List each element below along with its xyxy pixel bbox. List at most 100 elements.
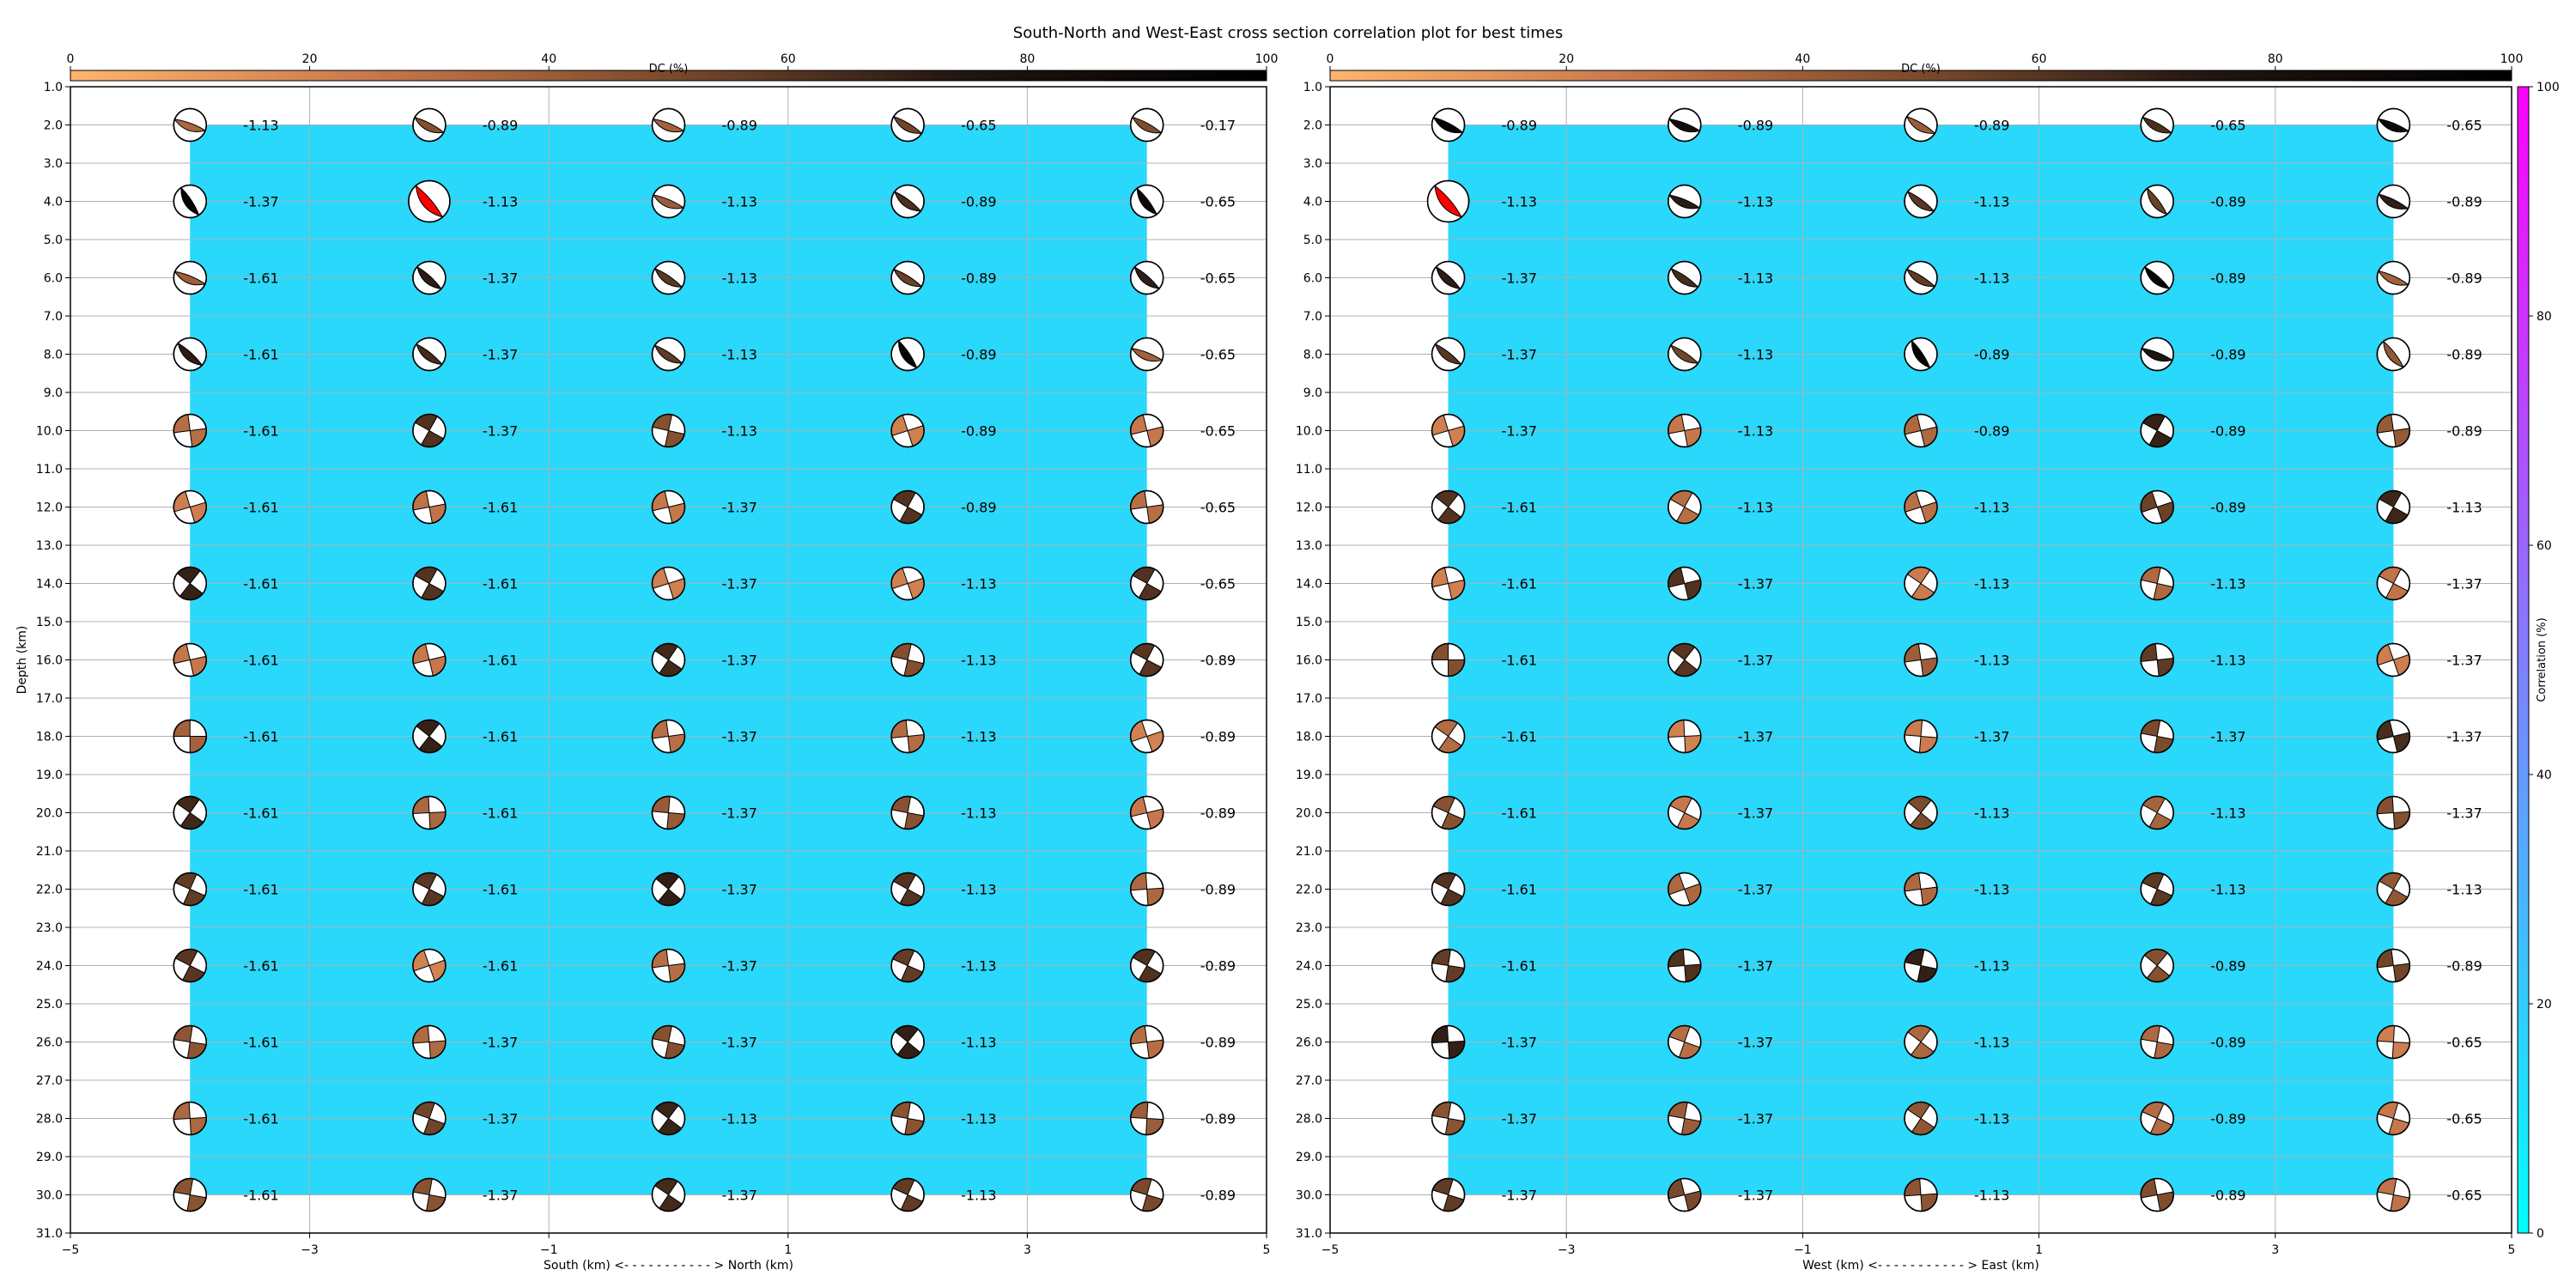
y-tick-label: 6.0 <box>44 272 63 286</box>
beachball <box>1129 489 1164 525</box>
beachball <box>1668 260 1702 295</box>
value-label: -1.61 <box>243 729 278 745</box>
value-label: -1.37 <box>483 1035 518 1051</box>
y-tick-label: 8.0 <box>1303 349 1322 362</box>
value-label: -1.13 <box>1738 347 1773 363</box>
value-label: -0.89 <box>1200 805 1236 822</box>
value-label: -1.13 <box>1738 423 1773 440</box>
y-tick-label: 14.0 <box>1296 578 1322 592</box>
beachball <box>1668 413 1702 448</box>
y-tick-label: 19.0 <box>1296 769 1322 782</box>
beachball <box>1668 795 1702 830</box>
y-tick-label: 25.0 <box>36 998 63 1012</box>
beachball <box>1431 489 1466 525</box>
value-label: -1.13 <box>1974 882 2009 898</box>
y-tick-label: 26.0 <box>36 1036 63 1050</box>
dc-colorbar-tick-label: 60 <box>2032 52 2047 66</box>
best-beachball <box>408 179 451 223</box>
x-axis-label: West (km) <- - - - - - - - - - - > East … <box>1802 1259 2039 1273</box>
value-label: -1.13 <box>2210 882 2245 898</box>
value-label: -0.89 <box>2446 423 2482 440</box>
beachball <box>173 184 208 219</box>
value-label: -1.13 <box>961 805 996 822</box>
value-label: -0.65 <box>2210 118 2245 134</box>
beachball <box>173 872 208 907</box>
value-label: -0.89 <box>1974 118 2009 134</box>
value-label: -1.13 <box>961 958 996 975</box>
value-label: -1.13 <box>961 576 996 592</box>
value-label: -1.37 <box>2446 805 2482 822</box>
value-label: -1.13 <box>961 1035 996 1051</box>
value-label: -0.89 <box>2210 1188 2245 1204</box>
correlation-colorbar-group: 0 20 40 60 80 100 Correlation (%) <box>2517 81 2560 1241</box>
beachball <box>1904 566 1938 601</box>
value-label: -0.65 <box>1200 576 1236 592</box>
value-label: -1.37 <box>722 882 757 898</box>
value-label: -0.89 <box>2210 194 2245 210</box>
y-tick-label: 17.0 <box>1296 692 1322 706</box>
beachball <box>651 413 686 448</box>
beachball <box>890 1101 925 1136</box>
dc-colorbar-tick-label: 0 <box>1327 52 1334 66</box>
value-label: -1.61 <box>1502 576 1537 592</box>
beachball <box>651 1101 686 1136</box>
beachball <box>173 337 208 372</box>
correlation-colorbar-tick-label: 20 <box>2537 998 2552 1012</box>
value-label: -1.61 <box>1502 500 1537 516</box>
value-label: -1.37 <box>722 729 757 745</box>
value-label: -1.37 <box>722 958 757 975</box>
beachball <box>1668 1177 1702 1212</box>
value-label: -1.37 <box>1738 882 1773 898</box>
y-tick-label: 13.0 <box>1296 539 1322 553</box>
beachball <box>1668 184 1702 219</box>
value-label: -0.89 <box>2210 347 2245 363</box>
beachball <box>1904 1177 1938 1212</box>
dc-colorbar-label: DC (%) <box>649 63 689 76</box>
beachball <box>2140 107 2174 143</box>
y-tick-label: 10.0 <box>36 425 63 439</box>
beachball <box>2376 566 2411 601</box>
beachball <box>1904 642 1938 677</box>
y-tick-label: 7.0 <box>44 310 63 324</box>
y-tick-label: 13.0 <box>36 539 63 553</box>
y-tick-label: 9.0 <box>44 386 63 400</box>
value-label: -1.61 <box>483 576 518 592</box>
value-label: -1.13 <box>1738 194 1773 210</box>
correlation-colorbar-label: Correlation (%) <box>2536 617 2549 702</box>
value-label: -0.89 <box>961 270 996 287</box>
value-label: -1.37 <box>722 500 757 516</box>
value-label: -1.37 <box>1738 576 1773 592</box>
value-label: -1.37 <box>1738 729 1773 745</box>
value-label: -0.89 <box>2210 1035 2245 1051</box>
value-label: -0.89 <box>961 500 996 516</box>
y-tick-label: 25.0 <box>1296 998 1322 1012</box>
beachball <box>2376 107 2411 143</box>
y-tick-label: 21.0 <box>1296 845 1322 859</box>
value-label: -0.17 <box>1200 118 1236 134</box>
beachball <box>2140 489 2174 525</box>
value-label: -1.37 <box>1738 653 1773 669</box>
value-label: -1.13 <box>2446 500 2482 516</box>
beachball <box>890 413 925 448</box>
value-label: -1.61 <box>243 270 278 287</box>
value-label: -0.89 <box>961 194 996 210</box>
value-label: -1.37 <box>1974 729 2009 745</box>
beachball <box>173 1024 208 1060</box>
y-tick-label: 18.0 <box>1296 731 1322 744</box>
value-label: -0.65 <box>2446 1035 2482 1051</box>
value-label: -0.89 <box>1200 653 1236 669</box>
value-label: -1.61 <box>1502 805 1537 822</box>
beachball <box>1668 948 1702 983</box>
value-label: -1.37 <box>1738 1035 1773 1051</box>
panel-2: 1.0 2.0 3.0 4.0 5.0 6.0 7.0 8.0 9.0 10.0 11.0 12.0 1… <box>1296 52 2524 1273</box>
value-label: -1.37 <box>1502 347 1537 363</box>
beachball <box>890 1177 925 1212</box>
y-tick-label: 3.0 <box>44 157 63 171</box>
value-label: -1.13 <box>1738 500 1773 516</box>
value-label: -0.89 <box>722 118 757 134</box>
value-label: -1.13 <box>1974 958 2009 975</box>
figure-title: South-North and West-East cross section … <box>1013 24 1563 42</box>
value-label: -1.61 <box>243 1111 278 1127</box>
value-label: -1.37 <box>2446 653 2482 669</box>
value-label: -0.65 <box>1200 270 1236 287</box>
